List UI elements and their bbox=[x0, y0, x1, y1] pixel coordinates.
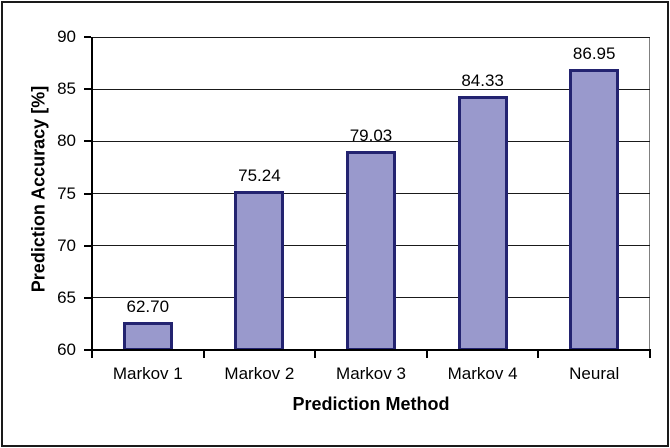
bar bbox=[457, 96, 508, 351]
bar-value-label: 75.24 bbox=[238, 165, 281, 185]
y-gridline bbox=[92, 36, 650, 38]
bar-value-label: 84.33 bbox=[461, 71, 504, 91]
y-axis-tick bbox=[84, 349, 91, 351]
y-tick-label: 75 bbox=[57, 183, 76, 203]
bar bbox=[569, 68, 620, 351]
x-axis-tick bbox=[649, 351, 651, 358]
x-axis-title: Prediction Method bbox=[292, 394, 450, 414]
bar-value-label: 86.95 bbox=[572, 43, 616, 63]
bar bbox=[234, 190, 285, 351]
y-axis-tick bbox=[84, 36, 91, 38]
x-axis-tick bbox=[91, 351, 93, 358]
x-tick-label: Markov 2 bbox=[224, 364, 295, 383]
x-tick-label: Markov 3 bbox=[336, 364, 406, 383]
y-axis-tick bbox=[84, 88, 91, 91]
y-tick-label: 70 bbox=[57, 235, 76, 255]
y-tick-label: 90 bbox=[57, 27, 76, 46]
y-axis-tick bbox=[84, 140, 91, 143]
y-axis-title: Prediction Accuracy [%] bbox=[28, 85, 49, 293]
y-tick-label: 80 bbox=[57, 131, 76, 151]
x-tick-label: Neural bbox=[569, 364, 620, 383]
x-tick-label: Markov 4 bbox=[447, 364, 518, 383]
x-axis-tick bbox=[202, 351, 205, 358]
y-axis-line bbox=[91, 37, 93, 352]
x-axis-line bbox=[91, 349, 651, 351]
x-axis-tick bbox=[537, 351, 540, 358]
bar bbox=[122, 321, 173, 351]
y-gridline bbox=[92, 140, 650, 142]
y-tick-label: 60 bbox=[57, 340, 76, 359]
bar-value-label: 62.70 bbox=[126, 296, 170, 316]
y-tick-label: 65 bbox=[57, 287, 76, 307]
x-tick-label: Markov 1 bbox=[112, 364, 183, 383]
x-axis-tick bbox=[314, 351, 317, 358]
y-axis-tick bbox=[84, 192, 91, 195]
bar-chart: 62.70 75.24 79.03 84.33 86.95 60 65 70 75 80 85 90 M… bbox=[3, 3, 667, 445]
y-axis-tick bbox=[84, 296, 91, 299]
y-axis-tick bbox=[84, 244, 91, 247]
bar bbox=[346, 151, 396, 351]
bar-value-label: 79.03 bbox=[349, 126, 393, 146]
y-gridline bbox=[92, 88, 650, 90]
y-tick-label: 85 bbox=[57, 79, 76, 99]
x-axis-tick bbox=[425, 351, 428, 358]
